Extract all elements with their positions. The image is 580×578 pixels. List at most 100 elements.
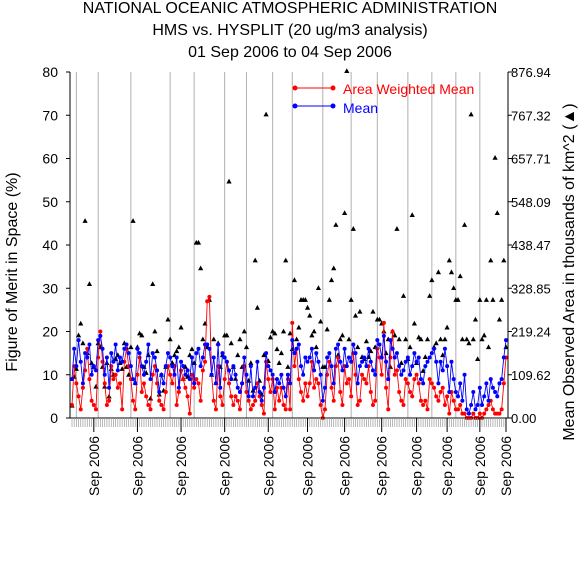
x-tick-label-6: Sep 2006 (337, 436, 353, 496)
mean-point-165 (429, 351, 434, 356)
mean-point-67 (216, 342, 221, 347)
mean-point-138 (370, 368, 375, 373)
y-tick-label-left-5: 50 (42, 194, 58, 210)
awm-point-80 (244, 390, 249, 395)
mean-point-55 (189, 355, 194, 360)
area-marker-55 (189, 346, 195, 352)
mean-point-87 (259, 398, 264, 403)
awm-point-173 (447, 411, 452, 416)
awm-point-56 (192, 385, 197, 390)
awm-point-59 (198, 398, 203, 403)
mean-point-16 (104, 355, 109, 360)
awm-point-23 (120, 407, 125, 412)
awm-point-30 (135, 372, 140, 377)
mean-point-17 (107, 385, 112, 390)
mean-point-162 (423, 364, 428, 369)
awm-point-197 (499, 407, 504, 412)
awm-point-58 (196, 381, 201, 386)
mean-point-93 (272, 390, 277, 395)
area-marker-192 (488, 257, 494, 263)
series-mean (70, 333, 508, 416)
awm-point-21 (115, 385, 120, 390)
mean-point-37 (150, 351, 155, 356)
awm-point-172 (445, 394, 450, 399)
mean-point-95 (277, 381, 282, 386)
area-marker-80 (243, 344, 250, 350)
mean-point-163 (425, 359, 430, 364)
area-marker-109 (307, 312, 313, 318)
y-tick-label-right-4: 438.47 (511, 238, 551, 253)
mean-point-143 (381, 333, 386, 338)
mean-point-196 (497, 381, 502, 386)
mean-point-112 (314, 351, 319, 356)
area-marker-167 (433, 340, 439, 346)
area-marker-125 (342, 210, 348, 216)
awm-point-130 (353, 372, 358, 377)
area-marker-91 (267, 334, 274, 340)
awm-point-109 (307, 381, 312, 386)
mean-point-102 (292, 351, 297, 356)
awm-point-45 (168, 372, 173, 377)
area-marker-96 (278, 350, 284, 356)
mean-point-48 (174, 355, 179, 360)
mean-point-106 (301, 372, 306, 377)
area-marker-182 (466, 340, 472, 346)
mean-point-144 (384, 359, 389, 364)
area-marker-148 (392, 332, 398, 338)
mean-point-92 (270, 372, 275, 377)
awm-point-5 (80, 385, 85, 390)
mean-point-114 (318, 372, 323, 377)
awm-point-4 (78, 407, 83, 412)
mean-point-126 (344, 364, 349, 369)
awm-point-84 (253, 398, 258, 403)
area-marker-149 (394, 226, 400, 231)
mean-point-137 (368, 359, 373, 364)
mean-point-49 (176, 385, 181, 390)
area-marker-129 (350, 226, 356, 231)
area-marker-197 (499, 297, 505, 302)
area-marker-174 (448, 269, 455, 275)
awm-point-35 (146, 403, 151, 408)
awm-point-156 (410, 394, 415, 399)
awm-point-83 (251, 403, 256, 408)
area-marker-102 (291, 277, 298, 283)
awm-point-157 (412, 377, 417, 382)
awm-point-178 (458, 403, 463, 408)
mean-point-116 (322, 385, 327, 390)
area-marker-75 (232, 375, 239, 381)
mean-point-54 (187, 377, 192, 382)
mean-point-146 (388, 338, 393, 343)
y-axis-ticks: 0 10 20 30 40 50 60 70 80 0.00 109.62 219.24 328.85 4… (42, 64, 550, 426)
y-tick-label-left-7: 70 (42, 107, 58, 123)
area-marker-119 (328, 277, 335, 283)
y-axis-right-label: Mean Observed Area in thousands of km^2 … (561, 103, 578, 440)
awm-point-123 (338, 390, 343, 395)
area-marker-156 (409, 212, 415, 218)
area-marker-4 (78, 320, 84, 326)
mean-point-118 (327, 351, 332, 356)
awm-point-150 (397, 390, 402, 395)
mean-point-186 (475, 403, 480, 408)
area-marker-169 (437, 336, 444, 342)
mean-point-68 (218, 385, 223, 390)
area-marker-126 (344, 68, 350, 73)
awm-point-88 (261, 411, 266, 416)
area-marker-124 (339, 332, 346, 338)
awm-point-11 (93, 407, 98, 412)
area-marker-76 (235, 352, 241, 358)
mean-point-78 (240, 381, 245, 386)
mean-point-197 (499, 377, 504, 382)
area-marker-141 (376, 316, 383, 322)
area-marker-179 (459, 336, 465, 342)
awm-point-46 (170, 381, 175, 386)
awm-point-62 (205, 299, 210, 304)
area-marker-155 (407, 344, 413, 350)
awm-point-108 (305, 394, 310, 399)
x-tick-label-5: Sep 2006 (300, 436, 316, 496)
area-marker-48 (174, 348, 180, 354)
awm-point-43 (163, 390, 168, 395)
awm-point-127 (346, 377, 351, 382)
area-marker-150 (396, 336, 402, 342)
area-marker-132 (357, 308, 363, 314)
mean-point-13 (98, 333, 103, 338)
